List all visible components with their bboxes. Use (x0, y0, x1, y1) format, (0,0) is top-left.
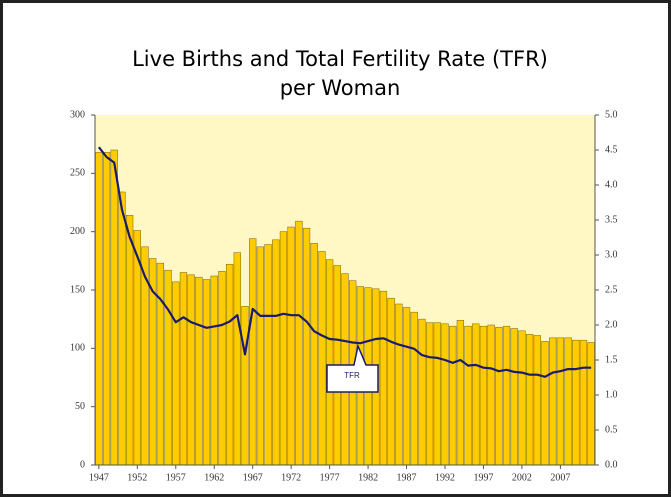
bar (533, 335, 541, 466)
bar (425, 322, 434, 466)
y2-tick-label: 2.5 (605, 284, 618, 295)
bar (495, 327, 503, 466)
chart-title: Live Births and Total Fertility Rate (TF… (132, 47, 548, 71)
bar (479, 325, 488, 466)
bar (518, 330, 526, 466)
bar (472, 323, 480, 466)
bar (156, 262, 165, 466)
chart-title: per Woman (280, 76, 401, 100)
bar (541, 341, 549, 466)
x-tick-label: 1987 (397, 472, 417, 483)
bar (564, 337, 572, 466)
x-tick-label: 2002 (512, 472, 532, 483)
bar (195, 276, 203, 466)
y-tick-label: 50 (75, 401, 85, 412)
x-tick-label: 1962 (204, 472, 224, 483)
bar (387, 297, 395, 466)
bar (525, 334, 534, 466)
y-tick-label: 100 (70, 343, 85, 354)
y-tick-label: 250 (70, 168, 85, 179)
y2-tick-label: 5.0 (605, 109, 618, 120)
y2-tick-label: 3.0 (605, 249, 618, 260)
y2-tick-label: 0.0 (605, 459, 618, 470)
bar (264, 244, 272, 466)
x-tick-label: 2007 (550, 472, 570, 483)
bar (402, 307, 411, 466)
x-tick-label: 1972 (281, 472, 301, 483)
bar (249, 238, 257, 466)
bar (587, 342, 595, 466)
x-tick-label: 1952 (127, 472, 147, 483)
bar (295, 220, 303, 466)
bar (172, 281, 180, 466)
bar (456, 320, 465, 466)
bar (95, 152, 103, 466)
y2-tick-label: 3.5 (605, 214, 618, 225)
bar (272, 239, 280, 466)
y2-tick-label: 0.5 (605, 424, 618, 435)
bar (287, 226, 295, 466)
x-tick-label: 1992 (435, 472, 455, 483)
bar (125, 215, 134, 466)
bar (302, 227, 311, 466)
x-tick-label: 1947 (89, 472, 109, 483)
bar (164, 269, 172, 466)
callout-label: TFR (344, 371, 360, 380)
y-tick-label: 200 (70, 226, 85, 237)
bar (118, 191, 126, 466)
bar (464, 325, 472, 466)
callout-box (326, 343, 379, 393)
y2-tick-label: 2.0 (605, 319, 618, 330)
y2-tick-label: 4.0 (605, 179, 618, 190)
bar (579, 339, 588, 466)
bar (410, 311, 418, 466)
callout: TFR (326, 343, 379, 393)
x-tick-label: 1967 (243, 472, 263, 483)
bar (256, 246, 265, 466)
x-tick-label: 1957 (166, 472, 186, 483)
bar (279, 231, 288, 466)
bar (102, 152, 111, 466)
y-tick-label: 150 (70, 284, 85, 295)
bar (233, 252, 241, 466)
bar (549, 337, 557, 466)
bar (310, 243, 318, 466)
bar (487, 324, 495, 466)
bar (449, 325, 457, 466)
bar (225, 264, 234, 466)
bar (433, 322, 441, 466)
bar (318, 251, 326, 466)
bar (241, 306, 249, 466)
bar (379, 290, 388, 466)
bar (179, 272, 188, 466)
tfr-line (97, 146, 592, 378)
bar (510, 328, 518, 466)
bar (395, 303, 403, 466)
y-tick-label: 300 (70, 109, 85, 120)
x-tick-label: 1997 (473, 472, 493, 483)
y2-tick-label: 1.0 (605, 389, 618, 400)
y2-tick-label: 1.5 (605, 354, 618, 365)
marks: 0 50 100 150 200 250 300 0.0 0.5 1.0 1.5 2.0 2.5 3.0 3… (70, 109, 618, 483)
bar (187, 274, 195, 466)
bar (572, 339, 580, 466)
x-tick-label: 1977 (320, 472, 340, 483)
x-tick-label: 1982 (358, 472, 378, 483)
y-tick-label: 0 (80, 459, 85, 470)
bar (218, 271, 226, 466)
bar (210, 275, 218, 466)
bar (418, 318, 426, 466)
bar (202, 279, 211, 466)
bar (110, 149, 118, 466)
bar (556, 337, 565, 466)
bar (502, 325, 511, 466)
bar (325, 259, 334, 466)
y2-tick-label: 4.5 (605, 144, 618, 155)
bar (441, 323, 449, 466)
